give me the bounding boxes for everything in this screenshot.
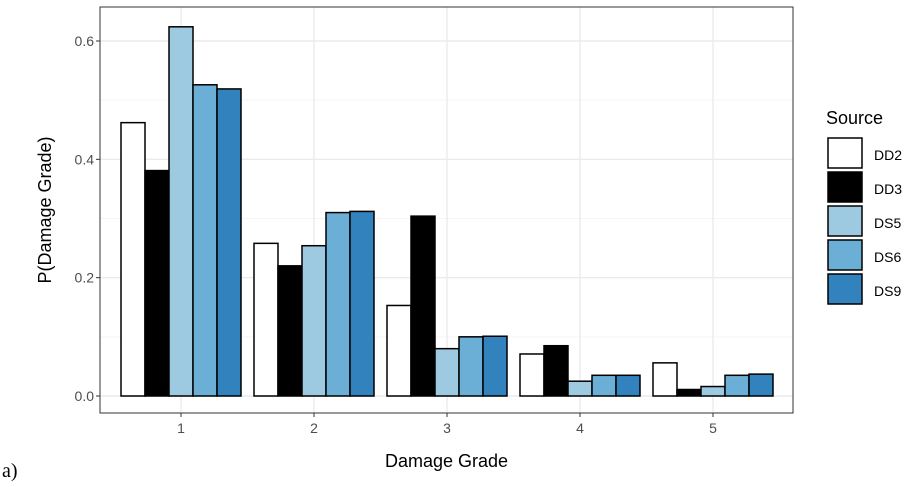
bar-ds6-grade-2 [325, 211, 351, 397]
x-tick-label: 3 [443, 420, 451, 436]
bar-ds6-grade-4 [591, 374, 617, 397]
bar-dd3-grade-1 [144, 169, 170, 397]
bar-dd3-grade-3 [410, 215, 436, 397]
bar-ds6-grade-3 [458, 336, 484, 397]
bar-dd2-grade-1 [120, 121, 146, 397]
y-axis-title: P(Damage Grade) [35, 136, 55, 283]
y-tick-label: 0.0 [75, 388, 95, 404]
bar-ds9-grade-1 [216, 88, 242, 397]
bar-ds5-grade-2 [301, 244, 327, 397]
legend-label-dd3: DD3 [874, 181, 902, 197]
legend-key-dd3 [827, 171, 863, 203]
x-tick-label: 2 [310, 420, 318, 436]
bar-dd2-grade-2 [253, 242, 279, 397]
x-tick-label: 1 [177, 420, 185, 436]
x-axis-ticks: 1 2 3 4 5 [177, 413, 717, 436]
y-axis-ticks: 0.0 0.2 0.4 0.6 [75, 33, 100, 404]
y-tick-label: 0.6 [75, 33, 95, 49]
legend-key-ds5 [827, 205, 863, 237]
y-tick-label: 0.2 [75, 270, 95, 286]
legend-label-ds5: DS5 [874, 215, 901, 231]
bar-ds5-grade-3 [434, 347, 460, 397]
bar-dd2-grade-4 [519, 353, 545, 397]
bar-ds5-grade-4 [567, 380, 593, 397]
bar-ds9-grade-3 [482, 335, 508, 397]
bar-ds9-grade-2 [349, 210, 375, 397]
bars [120, 26, 774, 397]
bar-dd3-grade-4 [543, 344, 569, 397]
legend-label-ds6: DS6 [874, 249, 901, 265]
bar-dd2-grade-3 [386, 304, 412, 397]
bar-ds5-grade-1 [168, 26, 194, 397]
legend-label-ds9: DS9 [874, 283, 901, 299]
x-axis-title: Damage Grade [385, 451, 508, 471]
panel-label: a) [2, 460, 18, 482]
legend: Source DD2 DD3 DS5 DS6 DS9 [826, 108, 902, 305]
y-tick-label: 0.4 [75, 151, 95, 167]
legend-key-ds9 [827, 273, 863, 305]
legend-key-dd2 [827, 137, 863, 169]
bar-dd2-grade-5 [652, 362, 678, 397]
bar-ds5-grade-5 [700, 385, 726, 397]
x-tick-label: 4 [576, 420, 584, 436]
legend-items: DD2 DD3 DS5 DS6 DS9 [827, 137, 902, 305]
legend-label-dd2: DD2 [874, 147, 902, 163]
bar-ds6-grade-1 [192, 84, 218, 397]
legend-title: Source [826, 108, 883, 128]
bar-dd3-grade-5 [676, 388, 702, 397]
bar-dd3-grade-2 [277, 265, 303, 397]
x-tick-label: 5 [709, 420, 717, 436]
bar-ds6-grade-5 [724, 374, 750, 397]
bar-ds9-grade-5 [748, 373, 774, 397]
bar-ds9-grade-4 [615, 374, 641, 397]
legend-key-ds6 [827, 239, 863, 271]
